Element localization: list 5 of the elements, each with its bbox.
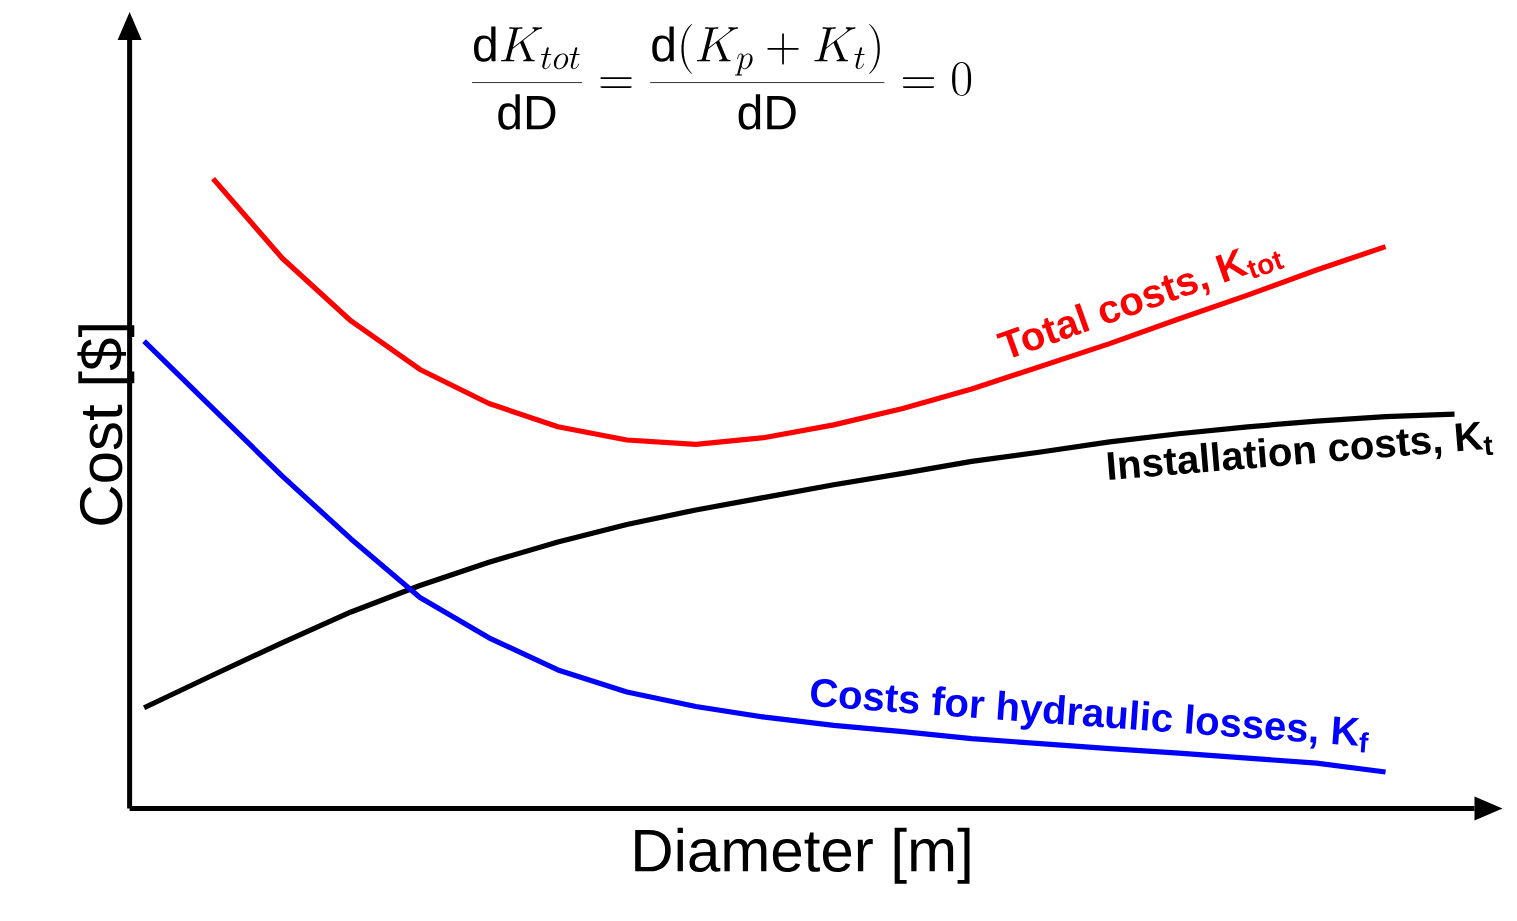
chart-title: $\frac{\mathrm{d}K_{tot}}{\mathrm{dD}} = \frac{\mathrm{d}(K_{p} + K_{t})}{\mathrm{dD}} = 0$ bbox=[472, 24, 972, 130]
text: Total costs, K$_{tot}$ bbox=[996, 248, 1285, 358]
series-label: Installation costs, K$_{t}$ bbox=[1107, 422, 1494, 481]
series-label: Costs for hydraulic losses, K$_{f}$ bbox=[811, 679, 1369, 753]
x-axis-title: Diameter [m] bbox=[635, 828, 970, 885]
